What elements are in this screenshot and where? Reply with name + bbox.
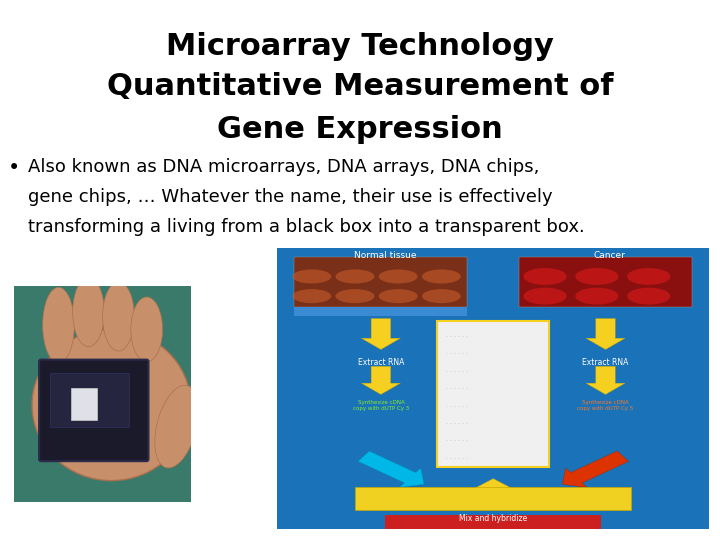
Ellipse shape <box>379 269 418 284</box>
FancyArrow shape <box>562 451 629 488</box>
Text: . . . . . .: . . . . . . <box>446 385 468 390</box>
Ellipse shape <box>336 289 374 303</box>
Bar <box>294 307 467 316</box>
Ellipse shape <box>523 268 567 285</box>
Ellipse shape <box>336 269 374 284</box>
Ellipse shape <box>155 385 199 468</box>
FancyArrow shape <box>361 319 400 349</box>
FancyArrow shape <box>586 366 625 394</box>
Ellipse shape <box>103 282 135 351</box>
Ellipse shape <box>32 329 191 481</box>
FancyBboxPatch shape <box>39 360 148 461</box>
Ellipse shape <box>379 289 418 303</box>
Text: . . . . . .: . . . . . . <box>446 368 468 373</box>
Text: Quantitative Measurement of: Quantitative Measurement of <box>107 72 613 101</box>
Text: . . . . . .: . . . . . . <box>446 333 468 338</box>
Text: . . . . . .: . . . . . . <box>446 420 468 425</box>
Ellipse shape <box>575 268 618 285</box>
Ellipse shape <box>523 288 567 305</box>
FancyArrow shape <box>361 366 400 394</box>
Text: Synthesize cDNA
copy with dUTP Cy 5: Synthesize cDNA copy with dUTP Cy 5 <box>577 400 634 411</box>
Ellipse shape <box>73 278 104 347</box>
Text: . . . . . .: . . . . . . <box>446 350 468 355</box>
Bar <box>519 257 692 307</box>
FancyArrow shape <box>586 319 625 349</box>
Ellipse shape <box>422 269 461 284</box>
Text: transforming a living from a black box into a transparent box.: transforming a living from a black box i… <box>28 218 585 236</box>
Bar <box>294 257 467 307</box>
FancyArrow shape <box>472 478 515 498</box>
Text: Extract RNA: Extract RNA <box>582 358 629 367</box>
Text: Also known as DNA microarrays, DNA arrays, DNA chips,: Also known as DNA microarrays, DNA array… <box>28 158 539 176</box>
Text: Synthesize cDNA
copy with dUTP Cy 3: Synthesize cDNA copy with dUTP Cy 3 <box>353 400 409 411</box>
Bar <box>437 321 549 468</box>
Text: . . . . . .: . . . . . . <box>446 437 468 442</box>
Ellipse shape <box>575 288 618 305</box>
Ellipse shape <box>627 288 670 305</box>
Bar <box>355 487 631 510</box>
Bar <box>71 388 97 420</box>
Ellipse shape <box>42 287 74 363</box>
Ellipse shape <box>422 289 461 303</box>
Text: Microarray Technology: Microarray Technology <box>166 32 554 61</box>
Text: . . . . . .: . . . . . . <box>446 455 468 460</box>
Text: Normal tissue: Normal tissue <box>354 251 416 260</box>
FancyArrow shape <box>358 451 424 488</box>
Ellipse shape <box>627 268 670 285</box>
Text: Gene Expression: Gene Expression <box>217 115 503 144</box>
Text: gene chips, … Whatever the name, their use is effectively: gene chips, … Whatever the name, their u… <box>28 188 553 206</box>
Text: Mix and hybridize: Mix and hybridize <box>459 514 527 523</box>
Bar <box>50 373 129 427</box>
Ellipse shape <box>292 289 331 303</box>
Ellipse shape <box>292 269 331 284</box>
Text: . . . . . .: . . . . . . <box>446 403 468 408</box>
Ellipse shape <box>131 297 163 362</box>
Text: Cancer: Cancer <box>594 251 626 260</box>
Text: •: • <box>8 158 20 178</box>
Bar <box>385 515 601 529</box>
Text: Extract RNA: Extract RNA <box>358 358 404 367</box>
